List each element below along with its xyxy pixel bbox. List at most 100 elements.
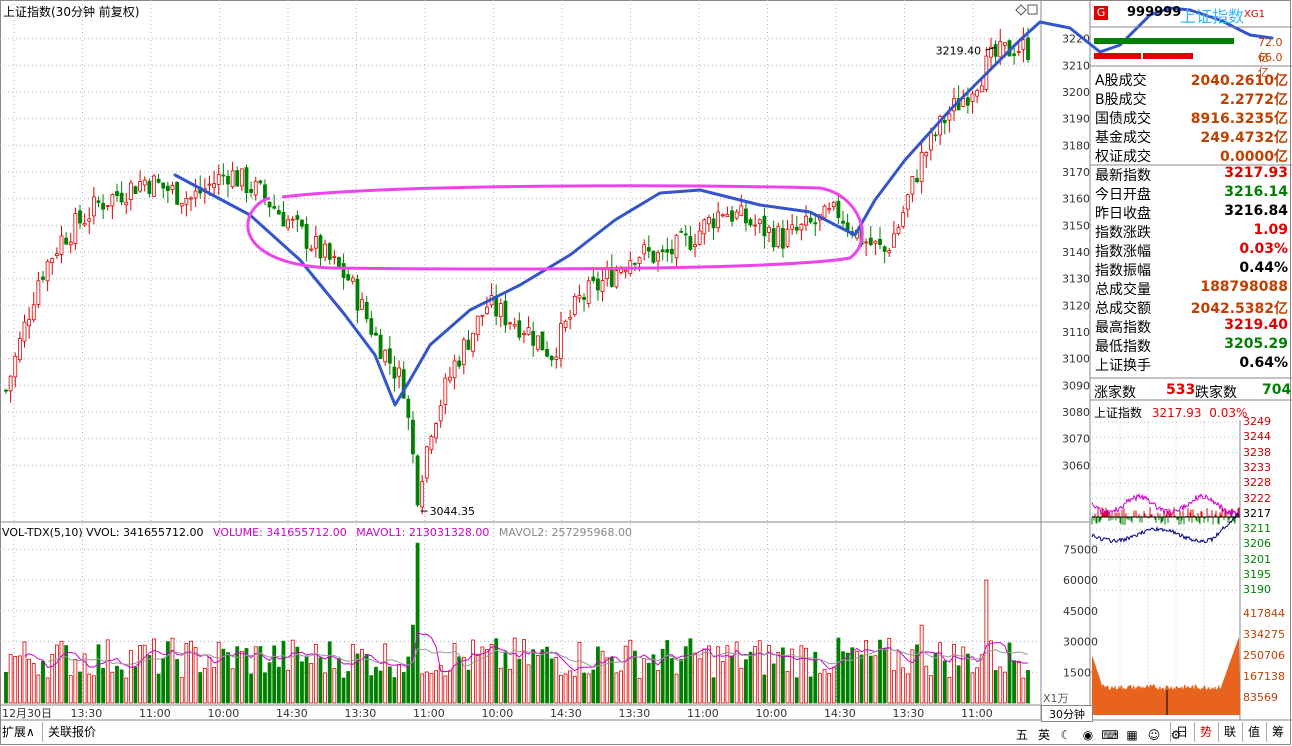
- volume-bar: [165, 641, 170, 704]
- volume-bar: [59, 640, 64, 704]
- volume-bar: [859, 654, 864, 704]
- volume-bar: [429, 673, 434, 704]
- candle-body: [734, 211, 739, 219]
- related-quotes-tab[interactable]: 关联报价: [48, 725, 97, 739]
- candle-body: [133, 186, 138, 195]
- quote-row-label: A股成交: [1095, 73, 1147, 89]
- quote-row: 最高指数 3219.40: [1092, 317, 1292, 336]
- right-tab[interactable]: 势: [1194, 722, 1217, 742]
- candle-body: [781, 228, 785, 249]
- candle-body: [665, 249, 670, 253]
- candle-body: [448, 376, 452, 381]
- volume-bar: [836, 637, 841, 704]
- candle-body: [443, 377, 448, 405]
- candle-body: [739, 205, 744, 216]
- candle-body: [915, 178, 919, 183]
- volume-bar: [965, 653, 970, 704]
- mini-volume-tick: 83569: [1243, 691, 1278, 704]
- volume-bar: [397, 664, 401, 704]
- keyboard-icon[interactable]: ⌨: [1101, 728, 1119, 742]
- volume-bar: [387, 666, 392, 704]
- volume-bar: [189, 640, 193, 704]
- mini-header-pct: 0.03%: [1209, 406, 1248, 420]
- mini-price-tick: 3206: [1243, 537, 1271, 551]
- candle-body: [124, 201, 129, 206]
- candle-body: [323, 243, 327, 258]
- volume-bar: [651, 654, 656, 704]
- price-tick-label: 3120: [1062, 299, 1090, 312]
- volume-bar: [91, 675, 96, 704]
- candle-body: [96, 200, 101, 203]
- candle-body: [757, 219, 762, 224]
- ime-icon[interactable]: 五: [1015, 728, 1028, 742]
- volume-bar: [683, 646, 688, 704]
- mini-price-tick: 3222: [1243, 491, 1271, 505]
- volume-bar: [147, 655, 152, 704]
- quote-row: 总成交额 2042.5382亿: [1092, 298, 1292, 317]
- candle-body: [841, 220, 845, 224]
- volume-bar: [263, 672, 267, 704]
- quote-row: 最低指数 3205.29: [1092, 336, 1292, 355]
- right-tab[interactable]: 值: [1242, 722, 1265, 742]
- candle-body: [836, 200, 841, 219]
- candle-body: [646, 247, 651, 252]
- mini-price-tick: 3217: [1243, 506, 1271, 520]
- right-tab[interactable]: 筹: [1266, 722, 1289, 742]
- volume-bar: [327, 641, 332, 704]
- candle-body: [998, 41, 1003, 58]
- candle-body: [720, 214, 725, 217]
- period-tab[interactable]: 30分钟: [1041, 705, 1093, 722]
- volume-bar: [725, 645, 730, 704]
- volume-bar: [300, 661, 304, 704]
- candle-body: [572, 296, 577, 315]
- mini-price-tick: 3190: [1243, 583, 1271, 597]
- bar-top-value: 72.0亿: [1258, 36, 1283, 64]
- chart-title: 上证指数(30分钟 前复权): [3, 5, 140, 19]
- candle-body: [1002, 42, 1007, 46]
- candle-body: [633, 263, 637, 265]
- candle-body: [138, 181, 143, 192]
- candle-body: [670, 248, 674, 255]
- mini-chart-header: 上证指数 3217.93 0.03%: [1094, 404, 1247, 421]
- right-tab[interactable]: 日: [1170, 722, 1193, 742]
- candle-body: [642, 244, 647, 255]
- volume-bar: [887, 637, 892, 704]
- volume-bar: [827, 673, 832, 704]
- grid-icon[interactable]: ▦: [1126, 728, 1138, 742]
- candle-body: [545, 349, 549, 357]
- candle-body: [105, 205, 110, 207]
- right-tab[interactable]: 联: [1218, 722, 1241, 742]
- candle-body: [512, 324, 517, 327]
- user-icon[interactable]: ☺: [1147, 728, 1161, 742]
- volume-bar: [924, 665, 929, 704]
- candle-body: [341, 263, 346, 278]
- quote-row-label: 指数振幅: [1095, 263, 1151, 279]
- mini-price-line: [1091, 493, 1240, 517]
- candle-body: [605, 269, 610, 280]
- quote-row-value: 3216.14: [1224, 184, 1288, 200]
- volume-bar: [586, 673, 591, 704]
- volume-bar: [374, 666, 378, 704]
- candle-body: [933, 134, 938, 137]
- volume-bar: [845, 652, 850, 704]
- volume-bar: [272, 645, 277, 704]
- language-icon[interactable]: 英: [1037, 728, 1050, 742]
- candle-body: [965, 97, 970, 106]
- price-tick-label: 3110: [1062, 326, 1090, 339]
- candle-body: [216, 174, 221, 185]
- candle-body: [170, 185, 175, 190]
- volume-bar: [383, 643, 388, 704]
- settings-icon[interactable]: ⚙: [1170, 728, 1182, 742]
- price-tick-label: 3220: [1062, 33, 1090, 46]
- expand-tab[interactable]: 扩展∧: [2, 722, 43, 742]
- price-tick-label: 3130: [1062, 273, 1090, 286]
- volume-bar: [420, 673, 425, 704]
- record-icon[interactable]: ◉: [1082, 728, 1094, 742]
- volume-bar: [369, 675, 374, 704]
- bar-bottom-value: 66.0亿: [1258, 51, 1283, 79]
- quote-row-value: 188798088: [1200, 279, 1288, 295]
- advance-value: 533: [1166, 382, 1196, 398]
- candle-body: [249, 188, 253, 193]
- moon-icon[interactable]: ☾: [1060, 728, 1072, 742]
